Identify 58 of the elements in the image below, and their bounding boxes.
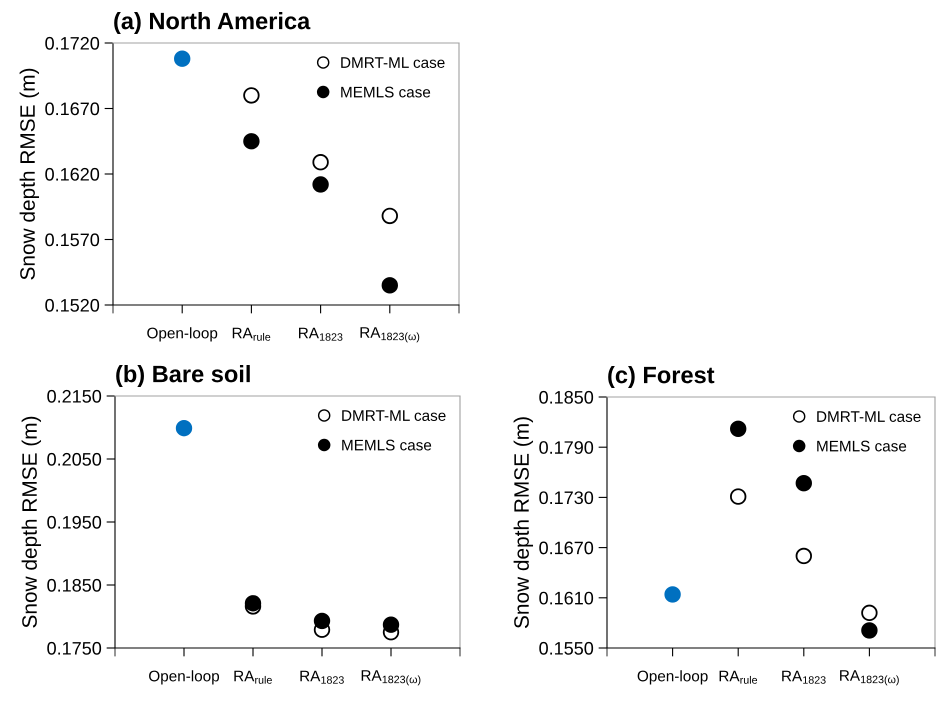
point xyxy=(861,604,878,622)
y-tick-label: 0.1610 xyxy=(539,592,594,605)
point xyxy=(796,474,812,492)
point xyxy=(730,488,746,505)
chart-title: (b) Bare soil xyxy=(116,365,250,388)
y-axis-title: Snow depth RMSE (m) xyxy=(514,417,534,628)
point xyxy=(314,612,330,630)
y-axis-title: Snow depth RMSE (m) xyxy=(20,68,40,280)
y-tick-label: 0.2050 xyxy=(47,452,102,466)
y-tick-label: 0.1520 xyxy=(45,298,100,312)
y-axis-title: Snow depth RMSE (m) xyxy=(22,416,42,628)
legend-label: DMRT-ML case xyxy=(342,410,446,421)
x-tick-label: RA$_{1823(ω)}$ xyxy=(362,670,420,686)
legend-label: MEMLS case xyxy=(342,440,432,450)
x-tick-label: RA$_{1823(ω)}$ xyxy=(360,327,420,342)
y-tick-label: 0.1570 xyxy=(45,233,100,246)
point xyxy=(796,548,812,564)
point xyxy=(382,277,398,294)
legend-label: DMRT-ML case xyxy=(817,411,921,422)
point xyxy=(861,622,878,639)
point xyxy=(664,586,681,603)
y-tick-label: 0.1730 xyxy=(539,491,594,504)
point xyxy=(176,420,192,436)
x-tick-label: RA$_{1823}$ xyxy=(300,670,344,684)
x-tick-label: RA$_{1823(ω)}$ xyxy=(840,670,899,686)
y-tick-label: 0.1670 xyxy=(539,542,594,554)
y-tick-label: 0.1620 xyxy=(45,168,100,181)
x-tick-label: RA$_{rule}$ xyxy=(720,670,758,684)
point xyxy=(382,208,398,224)
y-tick-label: 0.1850 xyxy=(539,390,594,404)
x-tick-label: Open-loop xyxy=(638,670,708,684)
y-tick-label: 0.2150 xyxy=(47,390,102,403)
point xyxy=(243,87,260,104)
x-tick-label: RA$_{rule}$ xyxy=(232,328,270,341)
x-tick-label: RA$_{rule}$ xyxy=(234,670,272,684)
legend-label: DMRT-ML case xyxy=(341,57,445,68)
y-tick-label: 0.1670 xyxy=(45,102,100,116)
y-tick-label: 0.1720 xyxy=(45,36,100,50)
point xyxy=(312,154,329,170)
y-tick-label: 0.1750 xyxy=(47,642,102,655)
y-tick-label: 0.1790 xyxy=(539,441,594,454)
point xyxy=(243,133,260,150)
chart-title: (a) North America xyxy=(114,12,310,34)
point xyxy=(312,176,329,193)
x-tick-label: RA$_{1823}$ xyxy=(782,670,826,684)
point xyxy=(244,595,262,612)
y-tick-label: 0.1950 xyxy=(47,516,102,529)
legend-label: MEMLS case xyxy=(817,440,906,452)
x-tick-label: Open-loop xyxy=(147,327,218,342)
x-tick-label: Open-loop xyxy=(149,670,220,684)
point xyxy=(382,616,400,633)
legend-label: MEMLS case xyxy=(341,86,430,98)
y-tick-label: 0.1550 xyxy=(539,642,594,655)
point xyxy=(730,420,746,437)
chart-title: (c) Forest xyxy=(608,366,714,388)
y-tick-label: 0.1850 xyxy=(47,578,102,592)
point xyxy=(174,50,190,67)
x-tick-label: RA$_{1823}$ xyxy=(299,328,342,341)
